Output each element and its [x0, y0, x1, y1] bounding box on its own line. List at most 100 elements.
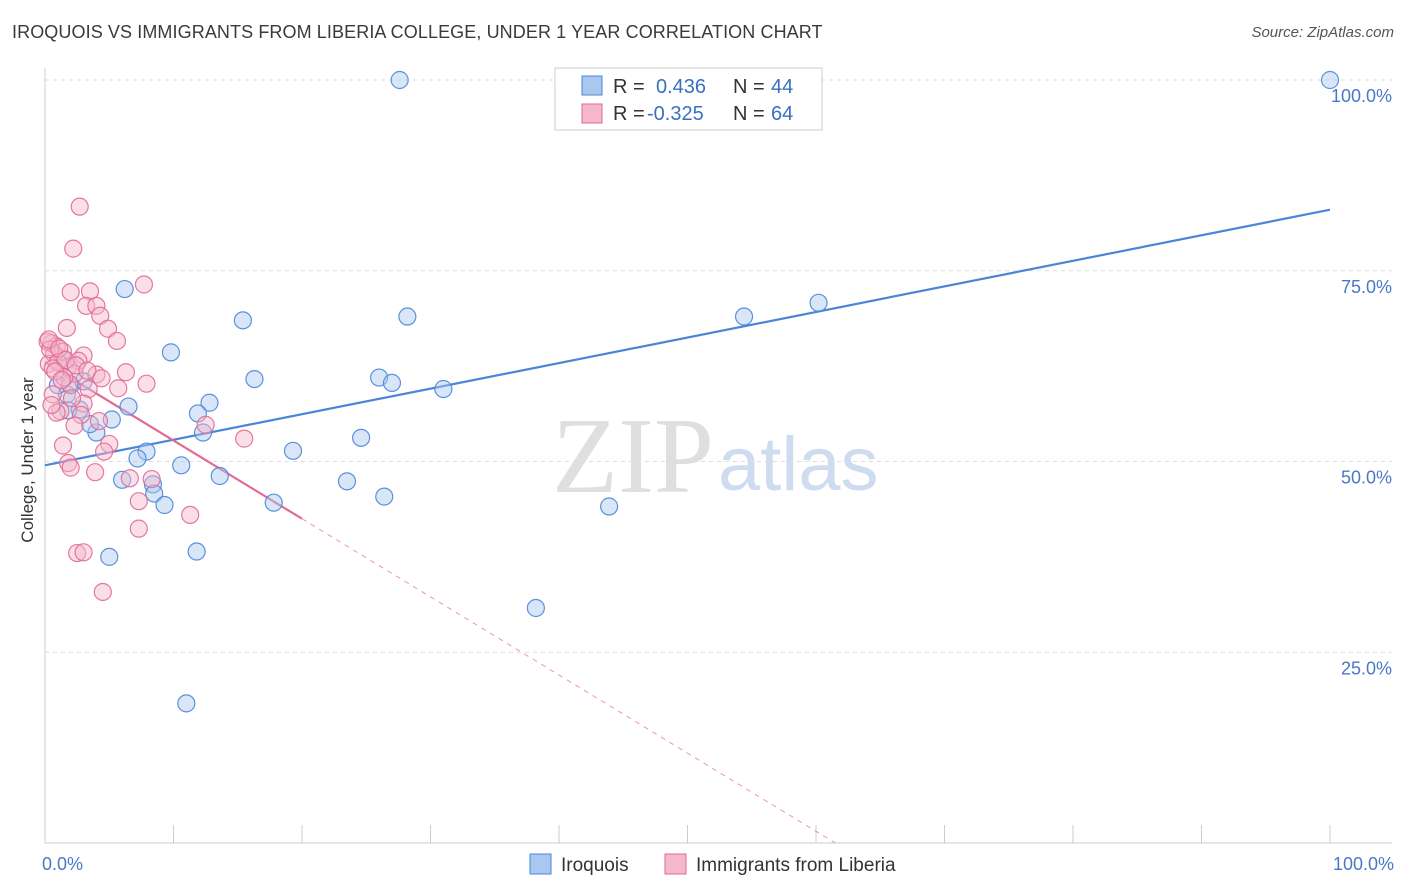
watermark-atlas: atlas [718, 422, 879, 507]
point-liberia [79, 379, 98, 399]
point-liberia [116, 363, 136, 382]
x-tick-label: 100.0% [1333, 854, 1394, 874]
y-tick-label: 25.0% [1341, 658, 1392, 678]
stats-n-value-iroquois: 44 [771, 76, 793, 98]
trend-line-iroquois [44, 208, 1331, 467]
point-liberia [74, 394, 93, 413]
stats-swatch-iroquois [581, 75, 603, 96]
grid-lines [45, 79, 1392, 653]
point-liberia [181, 505, 200, 525]
point-iroquois [155, 495, 174, 515]
point-iroquois [375, 487, 394, 506]
point-liberia [109, 379, 128, 398]
legend-label-liberia: Immigrants from Liberia [696, 855, 896, 876]
point-liberia [50, 339, 69, 358]
tick-labels: 25.0% 50.0% 75.0% 100.0% 0.0% 100.0% [42, 86, 1394, 874]
point-liberia [66, 356, 85, 375]
point-iroquois [526, 598, 545, 618]
point-liberia [87, 296, 106, 315]
data-points [38, 70, 1340, 713]
point-iroquois [283, 441, 303, 460]
point-iroquois [434, 379, 453, 399]
point-liberia [137, 374, 156, 393]
point-iroquois [352, 428, 371, 447]
point-iroquois [337, 472, 357, 491]
y-tick-label: 100.0% [1331, 86, 1392, 106]
legend-label-iroquois: Iroquois [561, 855, 629, 876]
stats-swatch-liberia [581, 103, 603, 124]
trend-lines [44, 208, 1331, 844]
point-liberia [78, 361, 97, 380]
point-liberia [129, 492, 148, 511]
point-liberia [57, 318, 76, 338]
y-axis-label: College, Under 1 year [18, 377, 37, 543]
point-liberia [70, 197, 89, 216]
point-liberia [107, 331, 127, 351]
point-liberia [142, 469, 161, 489]
point-liberia [56, 350, 75, 370]
point-iroquois [112, 470, 132, 489]
point-iroquois [200, 393, 219, 412]
point-liberia [68, 543, 87, 563]
point-iroquois [245, 369, 264, 389]
point-liberia [129, 519, 148, 538]
stats-n-label-iroquois: N = [733, 76, 765, 98]
point-liberia [235, 429, 254, 448]
axes [44, 68, 1392, 844]
point-iroquois [161, 343, 181, 362]
point-iroquois [187, 542, 206, 561]
point-liberia [74, 543, 93, 562]
chart-title: IROQUOIS VS IMMIGRANTS FROM LIBERIA COLL… [12, 22, 823, 42]
legend: Iroquois Immigrants from Liberia [529, 853, 896, 876]
point-iroquois [1320, 70, 1340, 90]
point-iroquois [600, 497, 619, 516]
point-liberia [42, 395, 61, 415]
point-liberia [61, 283, 80, 302]
point-liberia [120, 469, 139, 488]
point-iroquois [177, 694, 196, 713]
point-liberia [98, 319, 118, 338]
stats-r-label-iroquois: R = [613, 76, 645, 98]
y-tick-label: 75.0% [1341, 277, 1392, 297]
point-iroquois [145, 484, 164, 503]
point-liberia [65, 416, 84, 435]
point-liberia [95, 442, 114, 461]
watermark: ZIP atlas [552, 397, 879, 516]
point-liberia [86, 463, 105, 482]
point-iroquois [390, 70, 409, 90]
point-iroquois [119, 397, 138, 416]
point-iroquois [398, 307, 417, 326]
point-iroquois [734, 307, 754, 326]
stats-r-value-iroquois: 0.436 [656, 76, 706, 98]
point-iroquois [172, 456, 191, 475]
point-iroquois [210, 466, 229, 486]
stats-r-label-liberia: R = [613, 103, 645, 125]
point-liberia [74, 346, 93, 365]
point-liberia [61, 458, 80, 477]
point-liberia [134, 275, 154, 294]
point-iroquois [809, 293, 828, 312]
legend-swatch-iroquois [529, 853, 552, 875]
trend-extension-liberia [301, 518, 836, 844]
stats-r-value-liberia: -0.325 [647, 103, 704, 125]
x-tick-label: 0.0% [42, 854, 83, 874]
point-iroquois [128, 449, 147, 468]
point-iroquois [115, 279, 134, 299]
point-liberia [62, 389, 82, 408]
point-liberia [71, 405, 91, 425]
stats-box: R = 0.436 N = 44 R = -0.325 N = 64 [554, 67, 823, 131]
point-iroquois [137, 442, 156, 461]
point-liberia [92, 369, 111, 388]
stats-n-label-liberia: N = [733, 103, 765, 125]
point-liberia [39, 330, 58, 349]
point-liberia [52, 370, 71, 389]
point-iroquois [382, 373, 402, 393]
point-iroquois [233, 311, 252, 330]
point-iroquois [100, 547, 119, 566]
point-liberia [64, 239, 83, 258]
point-liberia [77, 296, 96, 315]
stats-n-value-liberia: 64 [771, 103, 793, 125]
point-liberia [196, 415, 215, 434]
point-liberia [89, 411, 109, 431]
